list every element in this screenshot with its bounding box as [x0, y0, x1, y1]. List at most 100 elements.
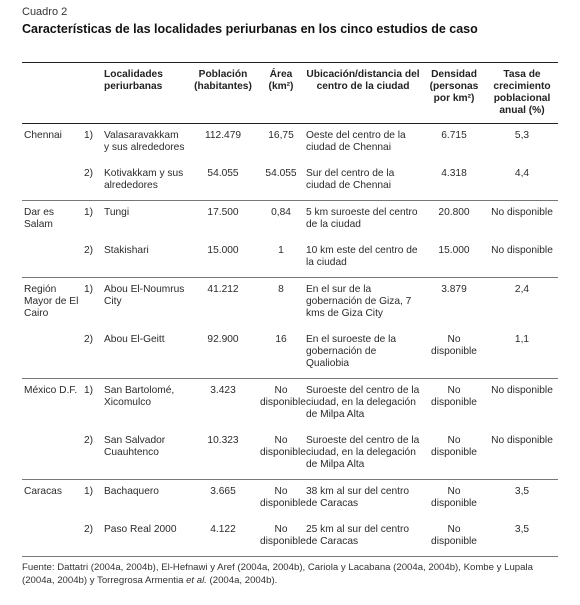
table-cell: 3.879: [441, 284, 467, 295]
locality-name: Kotivakkam y sus alrededores: [104, 168, 184, 191]
table-cell: 16,75: [268, 130, 294, 141]
city-cell: Caracas: [24, 486, 62, 497]
locality-cell: 1) Tungi: [82, 201, 188, 240]
column-header: Área (km²): [268, 69, 294, 92]
table-cell: No disponible: [491, 207, 553, 218]
table-cell: 5,3: [514, 130, 530, 141]
locality-wrap: 2) Stakishari: [84, 245, 186, 257]
locality-cell: 2) Stakishari: [82, 239, 188, 278]
locality-number: 2): [84, 245, 94, 256]
table-cell: Oeste del centro de la ciudad de Chennai: [306, 130, 406, 153]
table-cell: Sur del centro de la ciudad de Chennai: [306, 168, 395, 191]
locality-number: 1): [84, 207, 94, 218]
city-cell: México D.F.: [24, 385, 78, 396]
table-cell: Suroeste del centro de la ciudad, en la …: [306, 385, 420, 420]
table-cell: No disponible: [260, 486, 306, 509]
table-cell: 41.212: [207, 284, 239, 295]
header-row: Localidades periurbanas Población (habita…: [22, 62, 558, 124]
table-row: México D.F. 1) San Bartolomé, Xicomulco 3.4…: [22, 379, 558, 430]
table-body: Chennai 1) Valasaravakkam y sus alrededore…: [22, 124, 558, 557]
locality-wrap: 1) Bachaquero: [84, 486, 186, 498]
table-cell: 16: [275, 334, 287, 345]
footnote-text: Fuente: Dattatri (2004a, 2004b), El-Hefn…: [22, 562, 533, 586]
locality-name: Stakishari: [104, 245, 149, 256]
locality-cell: 1) San Bartolomé, Xicomulco: [82, 379, 188, 430]
table-cell: 25 km al sur del centro de Caracas: [306, 524, 410, 547]
table-cell: 15.000: [438, 245, 470, 256]
locality-wrap: 2) San Salvador Cuauhtenco: [84, 435, 186, 459]
table-row: 2) Abou El-Geitt 92.900 16 En el suroeste de…: [22, 328, 558, 379]
table-row: 2) Kotivakkam y sus alrededores 54.055 54.0…: [22, 162, 558, 201]
table-cell: 3.665: [210, 486, 236, 497]
table-cell: 3,5: [514, 486, 530, 497]
locality-number: 1): [84, 130, 94, 141]
column-header: Localidades periurbanas: [104, 69, 163, 92]
table-cell: Suroeste del centro de la ciudad, en la …: [306, 435, 420, 470]
locality-name: Valasaravakkam y sus alrededores: [104, 130, 185, 153]
locality-wrap: 2) Kotivakkam y sus alrededores: [84, 168, 186, 192]
table-cell: 112.479: [204, 130, 242, 141]
table-cell: 3,5: [514, 524, 530, 535]
locality-cell: 2) San Salvador Cuauhtenco: [82, 429, 188, 480]
locality-name: San Salvador Cuauhtenco: [104, 435, 166, 458]
city-cell: Dar es Salam: [24, 207, 55, 230]
locality-cell: 2) Kotivakkam y sus alrededores: [82, 162, 188, 201]
table-cell: 1: [278, 245, 284, 256]
locality-number: 2): [84, 524, 94, 535]
table-cell: No disponible: [260, 435, 306, 458]
table: Localidades periurbanas Población (habita…: [22, 62, 558, 557]
table-cell: 6.715: [441, 130, 467, 141]
city-cell: Región Mayor de El Cairo: [24, 284, 79, 319]
table-cell: No disponible: [260, 524, 306, 547]
table-label: Cuadro 2: [22, 6, 68, 18]
table-row: 2) Stakishari 15.000 1 10 km este del centro…: [22, 239, 558, 278]
table-cell: 1,1: [514, 334, 530, 345]
table-cell: No disponible: [431, 486, 477, 509]
table-cell: 20.800: [438, 207, 470, 218]
locality-name: Paso Real 2000: [104, 524, 177, 535]
table-cell: 10 km este del centro de la ciudad: [306, 245, 418, 268]
table-cell: 3.423: [210, 385, 236, 396]
table-row: 2) San Salvador Cuauhtenco 10.323 No dispon…: [22, 429, 558, 480]
locality-cell: 2) Paso Real 2000: [82, 518, 188, 557]
locality-cell: 1) Abou El-Noumrus City: [82, 278, 188, 329]
table-head: Localidades periurbanas Población (habita…: [22, 62, 558, 124]
locality-number: 1): [84, 284, 94, 295]
locality-name: Tungi: [104, 207, 130, 218]
table-cell: 4,4: [514, 168, 530, 179]
locality-name: Abou El-Noumrus City: [104, 284, 185, 307]
table-cell: En el sur de la gobernación de Giza, 7 k…: [306, 284, 412, 319]
table-row: 2) Paso Real 2000 4.122 No disponible 25 km …: [22, 518, 558, 557]
locality-number: 2): [84, 334, 94, 345]
table-cell: 4.318: [441, 168, 467, 179]
table-cell: No disponible: [431, 435, 477, 458]
locality-wrap: 2) Paso Real 2000: [84, 524, 186, 536]
column-header: Población (habitantes): [194, 69, 252, 92]
column-header: Tasa de crecimiento poblacional anual (%…: [493, 69, 551, 116]
table-cell: 54.055: [207, 168, 239, 179]
table-cell: 38 km al sur del centro de Caracas: [306, 486, 410, 509]
locality-wrap: 1) Valasaravakkam y sus alrededores: [84, 130, 186, 154]
table-title: Características de las localidades periu…: [22, 22, 478, 36]
locality-name: Abou El-Geitt: [104, 334, 165, 345]
table-row: Caracas 1) Bachaquero 3.665 No disponible 38 …: [22, 480, 558, 519]
table-cell: 8: [278, 284, 284, 295]
city-cell: Chennai: [24, 130, 62, 141]
table-cell: No disponible: [491, 385, 553, 396]
locality-name: San Bartolomé, Xicomulco: [104, 385, 175, 408]
table-cell: 5 km suroeste del centro de la ciudad: [306, 207, 418, 230]
locality-cell: 2) Abou El-Geitt: [82, 328, 188, 379]
table-cell: 17.500: [207, 207, 239, 218]
table-cell: No disponible: [491, 435, 553, 446]
locality-wrap: 1) San Bartolomé, Xicomulco: [84, 385, 186, 409]
table-row: Región Mayor de El Cairo 1) Abou El-Noumru…: [22, 278, 558, 329]
table-cell: 4.122: [210, 524, 236, 535]
table-cell: 2,4: [514, 284, 530, 295]
footnote-italic: et al.: [186, 575, 207, 586]
locality-number: 1): [84, 486, 94, 497]
locality-cell: 1) Valasaravakkam y sus alrededores: [82, 124, 188, 163]
table-cell: No disponible: [431, 385, 477, 408]
table-cell: 54.055: [265, 168, 297, 179]
locality-number: 1): [84, 385, 94, 396]
